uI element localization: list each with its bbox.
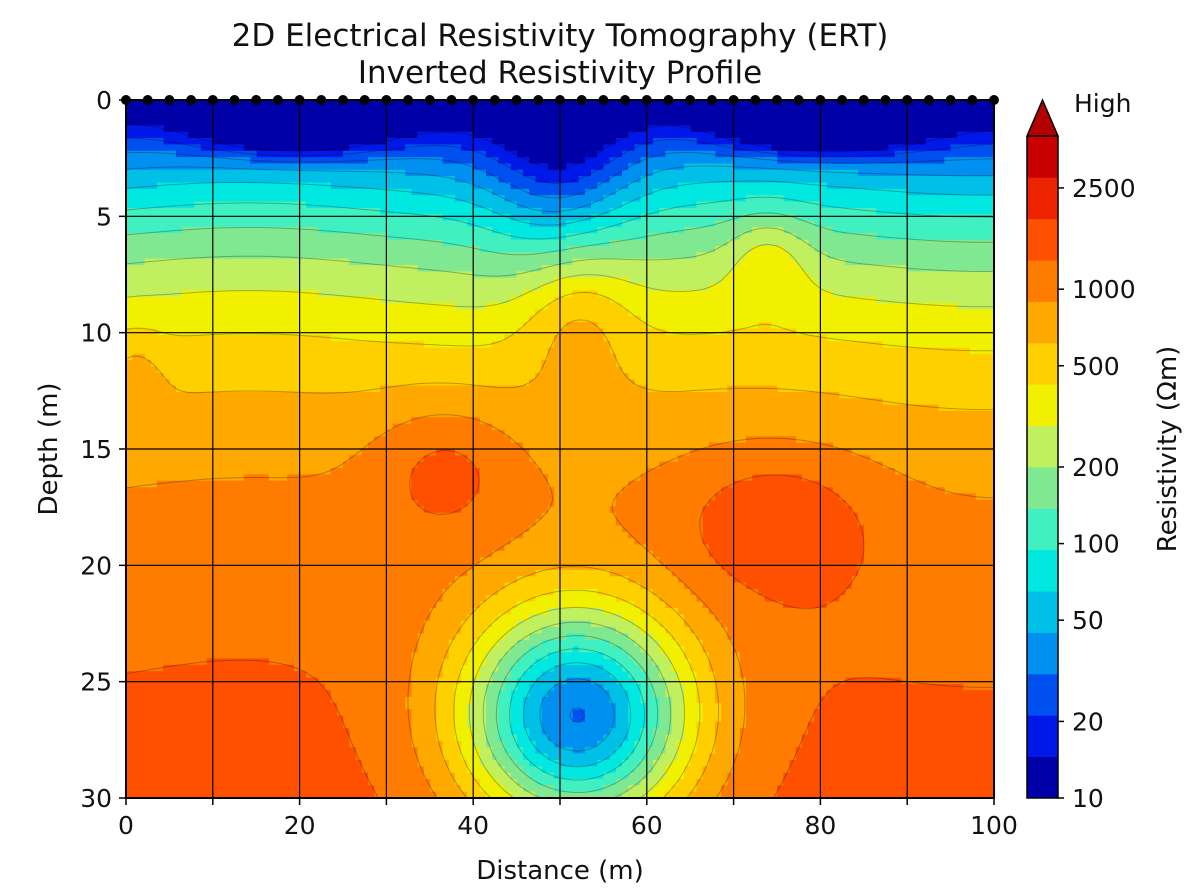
colorbar-band <box>1027 301 1058 344</box>
x-tick-label: 80 <box>804 811 836 840</box>
chart-title-line2: Inverted Resistivity Profile <box>358 55 762 91</box>
colorbar-band <box>1027 425 1058 468</box>
resistivity-band <box>126 417 994 798</box>
x-tick-label: 0 <box>118 811 134 840</box>
y-tick-label: 25 <box>80 668 112 697</box>
chart-title-line1: 2D Electrical Resistivity Tomography (ER… <box>232 18 889 54</box>
colorbar-tick-label: 20 <box>1072 707 1104 736</box>
grid-lines <box>126 100 994 798</box>
colorbar-band <box>1027 384 1058 427</box>
colorbar-band <box>1027 591 1058 633</box>
colorbar-band <box>1027 342 1058 385</box>
colorbar-tick-label: 200 <box>1072 453 1120 482</box>
y-axis-label: Depth (m) <box>34 382 64 515</box>
colorbar-band <box>1027 177 1058 220</box>
colorbar-label: Resistivity (Ωm) <box>1153 346 1183 553</box>
y-tick-label: 0 <box>96 86 112 115</box>
colorbar-tick-label: 100 <box>1072 530 1120 559</box>
colorbar-band <box>1027 260 1058 302</box>
colorbar-band <box>1027 549 1058 592</box>
y-axis-ticks: 0 5 10 15 20 25 30 <box>80 86 126 813</box>
colorbar-band <box>1027 632 1058 675</box>
colorbar-extend-arrow <box>1025 98 1060 137</box>
y-tick-label: 15 <box>80 435 112 464</box>
x-tick-label: 20 <box>284 811 316 840</box>
x-axis-label: Distance (m) <box>476 856 644 886</box>
y-tick-label: 20 <box>80 551 112 580</box>
colorbar-band <box>1027 136 1058 178</box>
colorbar-band <box>1027 218 1058 261</box>
colorbar: 10 20 50 100 200 500 1000 2500 High Resistivity… <box>1025 89 1183 813</box>
colorbar-tick-label: 500 <box>1072 352 1120 381</box>
colorbar-tick-label: 2500 <box>1072 174 1136 203</box>
resistivity-band <box>126 449 994 798</box>
colorbar-band <box>1027 508 1058 551</box>
y-tick-label: 10 <box>80 319 112 348</box>
x-tick-label: 60 <box>631 811 663 840</box>
x-tick-label: 100 <box>970 811 1018 840</box>
x-axis-ticks: 0 20 40 60 80 100 <box>118 798 1018 840</box>
colorbar-tick-label: 10 <box>1072 784 1104 813</box>
colorbar-band <box>1027 756 1058 799</box>
colorbar-tick-label: 1000 <box>1072 275 1136 304</box>
colorbar-band <box>1027 467 1058 509</box>
x-tick-label: 40 <box>457 811 489 840</box>
colorbar-band <box>1027 715 1058 758</box>
y-tick-label: 30 <box>80 784 112 813</box>
y-tick-label: 5 <box>96 202 112 231</box>
colorbar-tick-label: 50 <box>1072 606 1104 635</box>
colorbar-band <box>1027 673 1058 716</box>
colorbar-extend-label: High <box>1074 89 1131 118</box>
